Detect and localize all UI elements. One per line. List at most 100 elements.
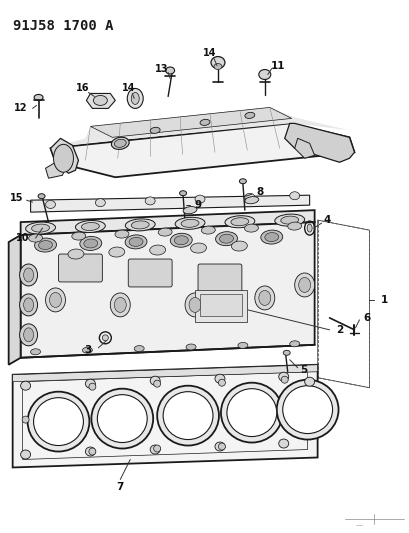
- Ellipse shape: [153, 445, 160, 452]
- Ellipse shape: [49, 293, 61, 308]
- Ellipse shape: [190, 243, 206, 253]
- Ellipse shape: [149, 245, 165, 255]
- Ellipse shape: [110, 293, 130, 317]
- Ellipse shape: [280, 216, 298, 224]
- Polygon shape: [50, 108, 348, 148]
- Ellipse shape: [114, 297, 126, 312]
- Ellipse shape: [89, 448, 96, 455]
- Text: 9: 9: [194, 200, 201, 210]
- Ellipse shape: [298, 278, 310, 293]
- Ellipse shape: [244, 112, 254, 118]
- Ellipse shape: [85, 447, 95, 456]
- Ellipse shape: [237, 342, 247, 349]
- Ellipse shape: [189, 297, 200, 312]
- Ellipse shape: [27, 392, 89, 451]
- Ellipse shape: [131, 221, 149, 229]
- Ellipse shape: [213, 63, 221, 69]
- Ellipse shape: [38, 193, 45, 199]
- Ellipse shape: [278, 439, 288, 448]
- Ellipse shape: [115, 230, 128, 238]
- Ellipse shape: [200, 119, 209, 125]
- Ellipse shape: [31, 349, 40, 355]
- Ellipse shape: [258, 290, 270, 305]
- Ellipse shape: [306, 224, 311, 232]
- Ellipse shape: [75, 221, 105, 232]
- Text: 14: 14: [121, 84, 135, 93]
- Ellipse shape: [195, 195, 204, 203]
- Ellipse shape: [26, 222, 55, 234]
- Text: 12: 12: [14, 103, 27, 114]
- Ellipse shape: [24, 328, 34, 342]
- Ellipse shape: [260, 230, 282, 244]
- Polygon shape: [50, 123, 354, 177]
- Ellipse shape: [214, 442, 225, 451]
- Polygon shape: [50, 139, 78, 173]
- Ellipse shape: [183, 207, 196, 214]
- Ellipse shape: [294, 273, 314, 297]
- Ellipse shape: [220, 383, 282, 442]
- Ellipse shape: [181, 219, 198, 228]
- Text: 91J58 1700 A: 91J58 1700 A: [13, 19, 113, 33]
- Ellipse shape: [214, 374, 225, 383]
- Ellipse shape: [91, 389, 153, 449]
- Ellipse shape: [165, 67, 174, 74]
- Ellipse shape: [150, 445, 160, 454]
- Ellipse shape: [281, 376, 288, 383]
- Ellipse shape: [283, 350, 290, 356]
- Ellipse shape: [278, 372, 288, 381]
- Polygon shape: [20, 210, 314, 235]
- Ellipse shape: [134, 345, 144, 352]
- Ellipse shape: [20, 381, 31, 390]
- Ellipse shape: [244, 197, 258, 204]
- Text: 16: 16: [76, 84, 89, 93]
- Ellipse shape: [163, 392, 212, 440]
- Ellipse shape: [201, 226, 215, 234]
- Ellipse shape: [282, 386, 332, 433]
- Polygon shape: [86, 93, 115, 108]
- Ellipse shape: [153, 380, 160, 387]
- Ellipse shape: [127, 88, 143, 108]
- Ellipse shape: [157, 386, 218, 446]
- Text: 4: 4: [323, 215, 330, 225]
- Ellipse shape: [97, 394, 147, 442]
- Bar: [195, 290, 246, 322]
- Ellipse shape: [175, 217, 204, 229]
- Ellipse shape: [68, 249, 84, 259]
- Ellipse shape: [170, 233, 192, 247]
- Ellipse shape: [244, 193, 254, 201]
- Ellipse shape: [111, 137, 129, 149]
- Polygon shape: [31, 195, 309, 212]
- Ellipse shape: [29, 234, 43, 242]
- Ellipse shape: [174, 236, 188, 245]
- Ellipse shape: [129, 237, 143, 246]
- Text: 15: 15: [10, 193, 23, 203]
- Ellipse shape: [184, 293, 204, 317]
- Ellipse shape: [38, 240, 52, 249]
- Ellipse shape: [264, 232, 278, 241]
- Ellipse shape: [80, 237, 101, 251]
- Polygon shape: [9, 235, 20, 365]
- Ellipse shape: [179, 191, 186, 196]
- Ellipse shape: [20, 450, 31, 459]
- Text: 3: 3: [85, 345, 92, 355]
- Ellipse shape: [34, 94, 43, 100]
- Ellipse shape: [225, 216, 254, 228]
- Ellipse shape: [254, 286, 274, 310]
- Ellipse shape: [93, 95, 107, 106]
- Ellipse shape: [85, 379, 95, 388]
- Ellipse shape: [45, 288, 65, 312]
- Ellipse shape: [274, 214, 304, 226]
- Text: 7: 7: [116, 482, 124, 492]
- Ellipse shape: [83, 239, 97, 248]
- Ellipse shape: [244, 224, 258, 232]
- Ellipse shape: [24, 298, 34, 312]
- Ellipse shape: [226, 389, 276, 437]
- Ellipse shape: [158, 228, 172, 236]
- Ellipse shape: [45, 200, 55, 208]
- Ellipse shape: [22, 416, 29, 423]
- Ellipse shape: [218, 443, 225, 450]
- Polygon shape: [13, 365, 317, 382]
- Text: 6: 6: [363, 313, 370, 323]
- Ellipse shape: [186, 344, 196, 350]
- FancyBboxPatch shape: [198, 264, 241, 292]
